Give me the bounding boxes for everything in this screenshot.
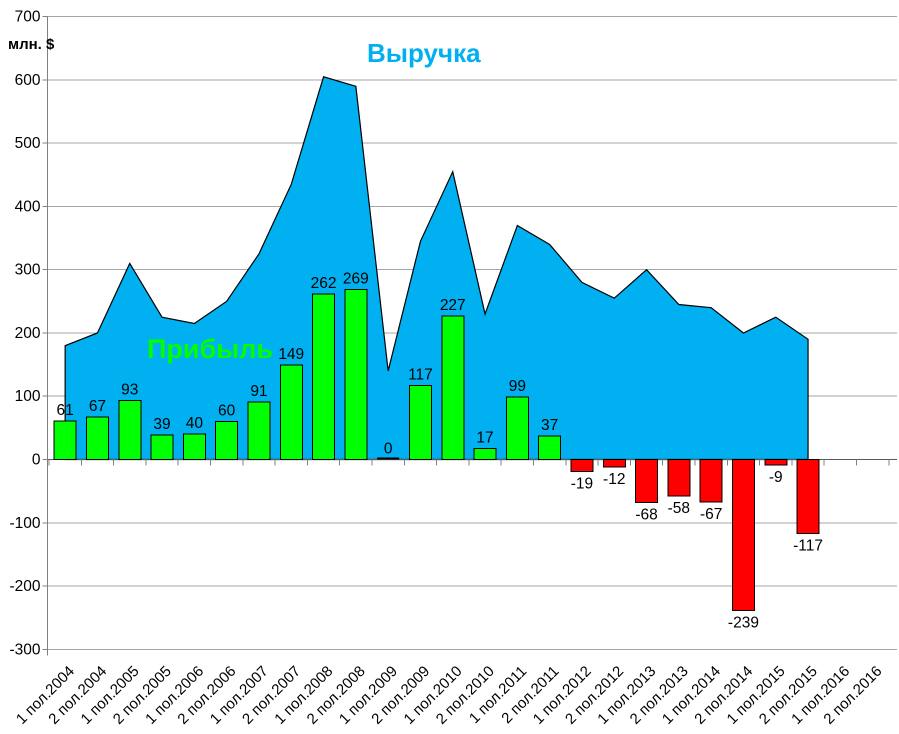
profit-bar [85,416,109,460]
y-tick-label: 200 [15,325,41,342]
y-axis-unit-label: млн. $ [8,36,55,53]
y-tick-label: 400 [15,198,41,215]
profit-bar [699,459,723,503]
profit-bar [796,459,820,535]
bar-value-label: 40 [186,415,204,432]
profit-bar [635,459,659,504]
profit-bar [182,433,206,461]
y-tick-label: -100 [9,515,40,532]
profit-bar [53,420,77,461]
bar-value-label: -12 [603,471,625,488]
y-tick-label: 700 [15,9,41,26]
profit-bar [150,434,174,461]
y-tick-label: 300 [15,262,41,279]
bar-value-label: 262 [311,275,337,292]
bar-value-label: 91 [250,383,267,400]
profit-bar [408,384,432,461]
bar-value-label: -117 [793,538,823,555]
profit-bar [764,459,788,466]
profit-bar [215,421,239,461]
bar-value-label: -9 [769,469,783,486]
bar-value-label: 117 [408,366,433,383]
bar-value-label: 0 [384,441,393,458]
profit-bar [731,459,755,612]
bar-value-label: 93 [121,382,138,399]
revenue-series-label: Выручка [367,38,481,68]
bar-value-label: 269 [343,270,369,287]
bar-value-label: 60 [218,403,236,420]
profit-bar [441,315,465,460]
y-tick-label: 500 [15,135,41,152]
profit-series-label: Прибыль [147,334,273,364]
profit-bar [570,459,594,473]
bar-value-label: 37 [541,417,558,434]
profit-bar [538,435,562,460]
y-tick-label: 600 [15,72,41,89]
y-tick-label: 0 [32,452,41,469]
profit-bar [247,401,271,460]
profit-bar [118,400,142,460]
y-tick-label: -200 [9,578,40,595]
bar-value-label: -239 [728,615,759,632]
bar-value-label: 227 [440,297,466,314]
bar-value-label: -67 [700,506,722,523]
y-tick-label: -300 [9,641,40,658]
bar-value-label: -19 [571,476,593,493]
bar-value-label: 67 [89,398,106,415]
y-tick-label: 100 [15,388,41,405]
profit-bar [279,364,303,460]
profit-bar [473,448,497,460]
profit-bar [667,459,691,497]
revenue-area [64,76,809,461]
profit-bar [344,288,368,461]
profit-bar [602,459,626,468]
profit-bar [312,293,336,460]
bar-value-label: -58 [668,500,690,517]
bar-value-label: 61 [57,402,74,419]
bar-value-label: 39 [153,416,170,433]
profit-bar [505,396,529,461]
bar-value-label: 99 [509,378,526,395]
bar-value-label: 149 [278,346,304,363]
bar-value-label: 17 [476,430,493,447]
bar-value-label: -68 [635,507,657,524]
